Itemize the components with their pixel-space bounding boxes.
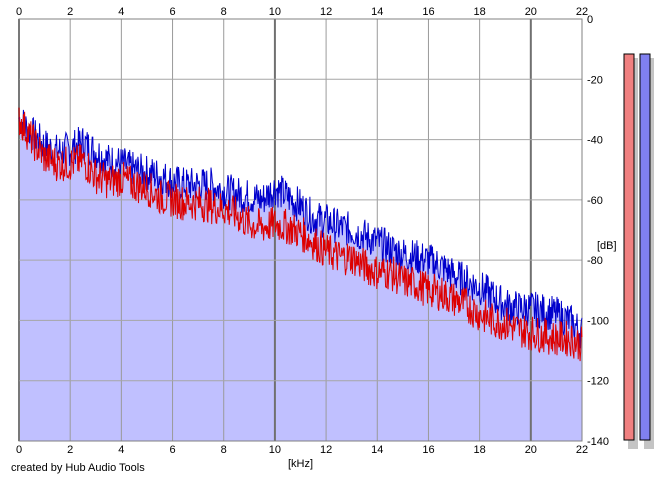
x-tick-top-10: 10 [269, 6, 281, 18]
x-tick-bottom-12: 12 [320, 444, 332, 456]
y-tick-m140: -140 [587, 436, 609, 448]
x-tick-top-22: 22 [576, 6, 588, 18]
x-tick-top-8: 8 [221, 6, 227, 18]
x-tick-bottom-8: 8 [221, 444, 227, 456]
y-tick-0: 0 [587, 14, 593, 26]
x-axis-unit: [kHz] [288, 458, 313, 470]
x-tick-top-4: 4 [118, 6, 124, 18]
y-tick-m40: -40 [587, 135, 603, 147]
x-tick-top-18: 18 [474, 6, 486, 18]
x-tick-bottom-18: 18 [474, 444, 486, 456]
x-tick-bottom-20: 20 [525, 444, 537, 456]
y-tick-m80: -80 [587, 255, 603, 267]
level-meter-0 [623, 53, 635, 441]
x-tick-top-14: 14 [371, 6, 383, 18]
x-tick-top-2: 2 [67, 6, 73, 18]
y-tick-m100: -100 [587, 315, 609, 327]
x-tick-bottom-6: 6 [169, 444, 175, 456]
y-tick-m120: -120 [587, 376, 609, 388]
x-tick-bottom-2: 2 [67, 444, 73, 456]
x-tick-top-16: 16 [422, 6, 434, 18]
x-tick-bottom-4: 4 [118, 444, 124, 456]
level-meter-1 [639, 53, 651, 441]
y-axis-unit: [dB] [597, 240, 617, 252]
x-tick-bottom-22: 22 [576, 444, 588, 456]
series-line-red [18, 107, 583, 362]
y-tick-m60: -60 [587, 195, 603, 207]
x-tick-bottom-0: 0 [16, 444, 22, 456]
credit-text: created by Hub Audio Tools [11, 462, 145, 474]
plot-frame [18, 18, 583, 442]
x-tick-top-6: 6 [169, 6, 175, 18]
y-tick-m20: -20 [587, 74, 603, 86]
x-tick-top-0: 0 [16, 6, 22, 18]
x-tick-top-20: 20 [525, 6, 537, 18]
x-tick-bottom-10: 10 [269, 444, 281, 456]
x-tick-top-12: 12 [320, 6, 332, 18]
x-tick-bottom-14: 14 [371, 444, 383, 456]
x-tick-bottom-16: 16 [422, 444, 434, 456]
